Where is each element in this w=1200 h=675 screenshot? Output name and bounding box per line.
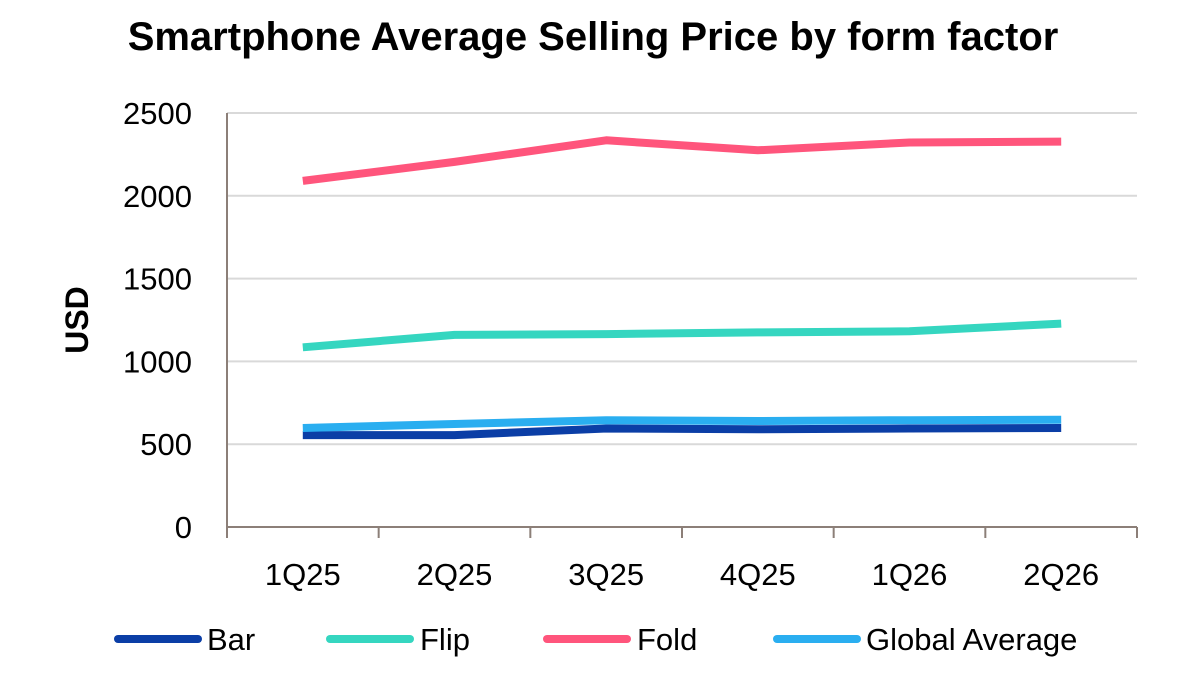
series-line-fold <box>302 136 1062 185</box>
axes <box>226 113 1138 538</box>
x-tick-label: 1Q26 <box>872 557 948 592</box>
legend-item: Fold <box>543 622 697 657</box>
legend-label: Global Average <box>866 622 1077 657</box>
legend-item: Flip <box>326 622 470 657</box>
y-tick-label: 0 <box>175 510 192 545</box>
legend: Bar Flip Fold Global Average <box>114 622 1077 657</box>
series-line-flip <box>302 319 1062 352</box>
legend-label: Flip <box>420 622 470 657</box>
y-tick-label: 2000 <box>123 179 192 214</box>
legend-label: Bar <box>207 622 255 657</box>
y-axis-label: USD <box>59 286 95 354</box>
legend-item: Global Average <box>773 622 1077 657</box>
legend-label: Fold <box>637 622 697 657</box>
x-tick-labels: 1Q25 2Q25 3Q25 4Q25 1Q26 2Q26 <box>265 557 1099 592</box>
y-tick-label: 1500 <box>123 262 192 297</box>
y-tick-label: 2500 <box>123 96 192 131</box>
y-tick-labels: 0 500 1000 1500 2000 2500 <box>123 96 192 545</box>
gridlines <box>227 112 1137 446</box>
chart-title: Smartphone Average Selling Price by form… <box>128 15 1059 59</box>
x-tick-label: 4Q25 <box>720 557 796 592</box>
legend-item: Bar <box>114 622 255 657</box>
y-tick-label: 500 <box>140 427 192 462</box>
series-line-bar <box>302 424 1062 440</box>
y-tick-label: 1000 <box>123 344 192 379</box>
series-line-global-average <box>302 415 1062 432</box>
x-tick-label: 1Q25 <box>265 557 341 592</box>
series-lines <box>302 136 1062 440</box>
x-tick-label: 2Q26 <box>1023 557 1099 592</box>
x-tick-label: 3Q25 <box>568 557 644 592</box>
x-tick-label: 2Q25 <box>417 557 493 592</box>
